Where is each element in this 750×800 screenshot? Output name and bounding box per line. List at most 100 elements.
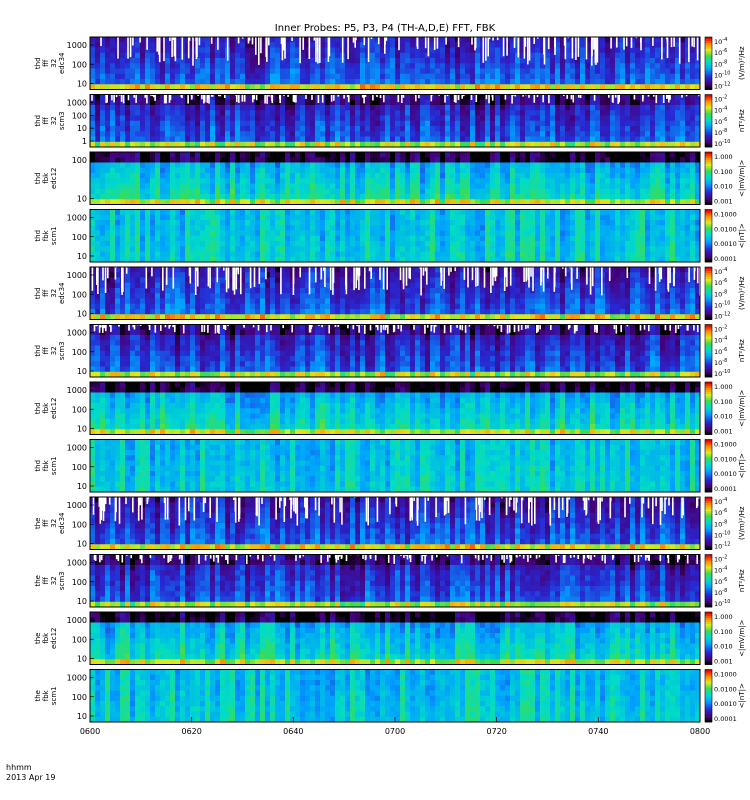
panel-frame	[89, 611, 701, 665]
colorbar-unit: <|mV/m|>	[738, 620, 746, 657]
colorbar-tick-label: 10-4	[714, 497, 727, 506]
y-tick-label: 10	[77, 310, 87, 319]
colorbar-tick-label: 0.0001	[714, 255, 737, 263]
colorbar-tick-label: 10-8	[714, 358, 727, 367]
y-tick-label: 100	[72, 60, 87, 69]
colorbar-unit: <|nT|>	[738, 683, 746, 708]
colorbar-unit: nT²/Hz	[738, 109, 746, 132]
panel-3: 100 10 thdfbkedc12 1.000 0.100 0.010 0.001 <|mV…	[34, 151, 746, 206]
y-tick-label: 10	[77, 597, 87, 606]
colorbar-tick-label: 0.0100	[714, 685, 737, 693]
colorbar-tick-label: 10-6	[714, 347, 727, 356]
colorbar-unit: <|nT|>	[738, 453, 746, 478]
plot-title: Inner Probes: P5, P3, P4 (TH-A,D,E) FFT,…	[275, 23, 496, 34]
y-tick-label: 10	[77, 712, 87, 721]
panel-frame	[89, 439, 701, 493]
panel-12: 1000 100 10 thefbkscm1 0.1000 0.0100 0.0010 0.0…	[34, 669, 746, 723]
colorbar-tick-label: 0.0001	[714, 715, 737, 723]
colorbar: 0.1000 0.0100 0.0010 0.0001<|nT|>	[704, 669, 746, 723]
colorbar-tick-label: 0.0010	[714, 700, 737, 708]
x-date-label: 2013 Apr 19	[6, 773, 55, 782]
colorbar-tick-label: 10-6	[714, 278, 727, 287]
colorbar-tick-label: 10-2	[714, 325, 727, 334]
colorbar-tick-label: 10-10	[714, 139, 730, 148]
colorbar-tick-label: 10-8	[714, 519, 727, 528]
colorbar-tick-label: 0.0010	[714, 470, 737, 478]
colorbar-tick-label: 1.000	[714, 613, 733, 621]
panel-6: 100010010thdfff32scm310-210-410-610-810-…	[34, 324, 746, 378]
colorbar-tick-label: 10-8	[714, 289, 727, 298]
y-tick-label: 100	[72, 348, 87, 357]
panel-frame	[89, 209, 701, 263]
colorbar-tick-label: 10-12	[714, 312, 730, 321]
y-tick-label: 10	[77, 124, 87, 133]
colorbar-tick-label: 10-10	[714, 70, 730, 79]
colorbar-tick-label: 10-2	[714, 555, 727, 564]
colorbar-tick-label: 10-10	[714, 369, 730, 378]
y-tick-label: 10	[77, 367, 87, 376]
y-tick-label: 1000	[67, 674, 87, 683]
colorbar-tick-label: 10-12	[714, 82, 730, 91]
colorbar-tick-label: 10-6	[714, 577, 727, 586]
spectrogram-image	[90, 324, 701, 378]
panel-10: 100010010thefff32scm310-210-410-610-810-…	[34, 554, 746, 608]
colorbar-tick-label: 0.1000	[714, 671, 737, 679]
y-tick-label: 100	[72, 111, 87, 120]
colorbar-tick-label: 10-10	[714, 530, 730, 539]
panel-4: 1000 100 10 thdfbkscm1 0.1000 0.0100 0.0010 0.0…	[34, 209, 746, 263]
colorbar-tick-label: 0.0100	[714, 225, 737, 233]
colorbar-tick-label: 10-4	[714, 566, 727, 575]
colorbar: 1.000 0.100 0.010 0.001 <|mV/m|>	[704, 381, 746, 436]
x-tick-label: 0700	[385, 727, 405, 736]
colorbar: 1.000 0.100 0.010 0.001 <|mV/m|>	[704, 151, 746, 206]
panel-9: 100010010thefff32edc3410-410-610-810-101…	[34, 496, 746, 551]
colorbar-tick-label: 10-6	[714, 117, 727, 126]
colorbar: 10-2 10-4 10-6 10-8 10-10 nT²/Hz	[704, 554, 746, 608]
colorbar-tick-label: 1.000	[714, 383, 733, 391]
colorbar-tick-label: 0.0100	[714, 455, 737, 463]
colorbar-tick-label: 0.0010	[714, 240, 737, 248]
colorbar-tick-label: 0.010	[714, 413, 733, 421]
y-tick-label: 1000	[67, 444, 87, 453]
colorbar-tick-label: 0.010	[714, 643, 733, 651]
colorbar-tick-label: 0.0001	[714, 485, 737, 493]
panel-ylabel: thdfbkedc12	[34, 167, 58, 189]
panel-frame	[89, 324, 701, 378]
colorbar: 0.1000 0.0100 0.0010 0.0001<|nT|>	[704, 439, 746, 493]
y-tick-label: 10	[77, 540, 87, 549]
colorbar-tick-label: 0.001	[714, 198, 733, 206]
colorbar-tick-label: 10-8	[714, 59, 727, 68]
spectrogram-image	[90, 267, 701, 320]
colorbar-unit: nT²/Hz	[738, 569, 746, 592]
panel-8: 1000 100 10 thdfbkscm1 0.1000 0.0100 0.0010 0.0…	[34, 439, 746, 493]
y-tick-label: 10	[77, 195, 87, 204]
spectrogram-image	[90, 37, 702, 90]
x-tick-label: 0600	[80, 727, 100, 736]
x-tick-label: 0720	[486, 727, 506, 736]
y-tick-label: 1000	[67, 616, 87, 625]
panel-frame	[89, 381, 701, 435]
panel-ylabel: thdfff32scm3	[34, 111, 66, 130]
colorbar-tick-label: 10-6	[714, 508, 727, 517]
x-tick-label: 0640	[283, 727, 303, 736]
colorbar-tick-label: 10-8	[714, 128, 727, 137]
colorbar: 10-4 10-6 10-8 10-10 10-12 (V/m)²/Hz	[704, 36, 746, 91]
panel-ylabel: thdfbkscm1	[34, 226, 58, 245]
spectrogram-image	[90, 497, 701, 550]
time-axis: 0600 0620 0640 0700 0720 0740 0800	[80, 717, 710, 736]
y-tick-label: 100	[72, 578, 87, 587]
colorbar-tick-label: 10-8	[714, 588, 727, 597]
panel-2: 1000100101thdfff32scm310-210-410-610-810…	[34, 94, 746, 148]
panel-ylabel: thefff32scm3	[34, 571, 66, 590]
panel-1: 100010010thdfff32edc3410-410-610-810-101…	[34, 36, 746, 91]
colorbar-unit: <|nT|>	[738, 223, 746, 248]
y-tick-label: 10	[77, 425, 87, 434]
y-tick-label: 1000	[67, 41, 87, 50]
colorbar-unit: (V/m)²/Hz	[738, 276, 746, 310]
y-tick-label: 1000	[67, 386, 87, 395]
y-tick-label: 1000	[67, 99, 87, 108]
panel-frame	[89, 266, 701, 320]
x-units-label: hhmm	[6, 763, 32, 772]
panel-frame	[89, 151, 701, 205]
panel-11: 1000 100 10 thefbkedc12 1.000 0.100 0.010 0.001…	[34, 611, 746, 666]
